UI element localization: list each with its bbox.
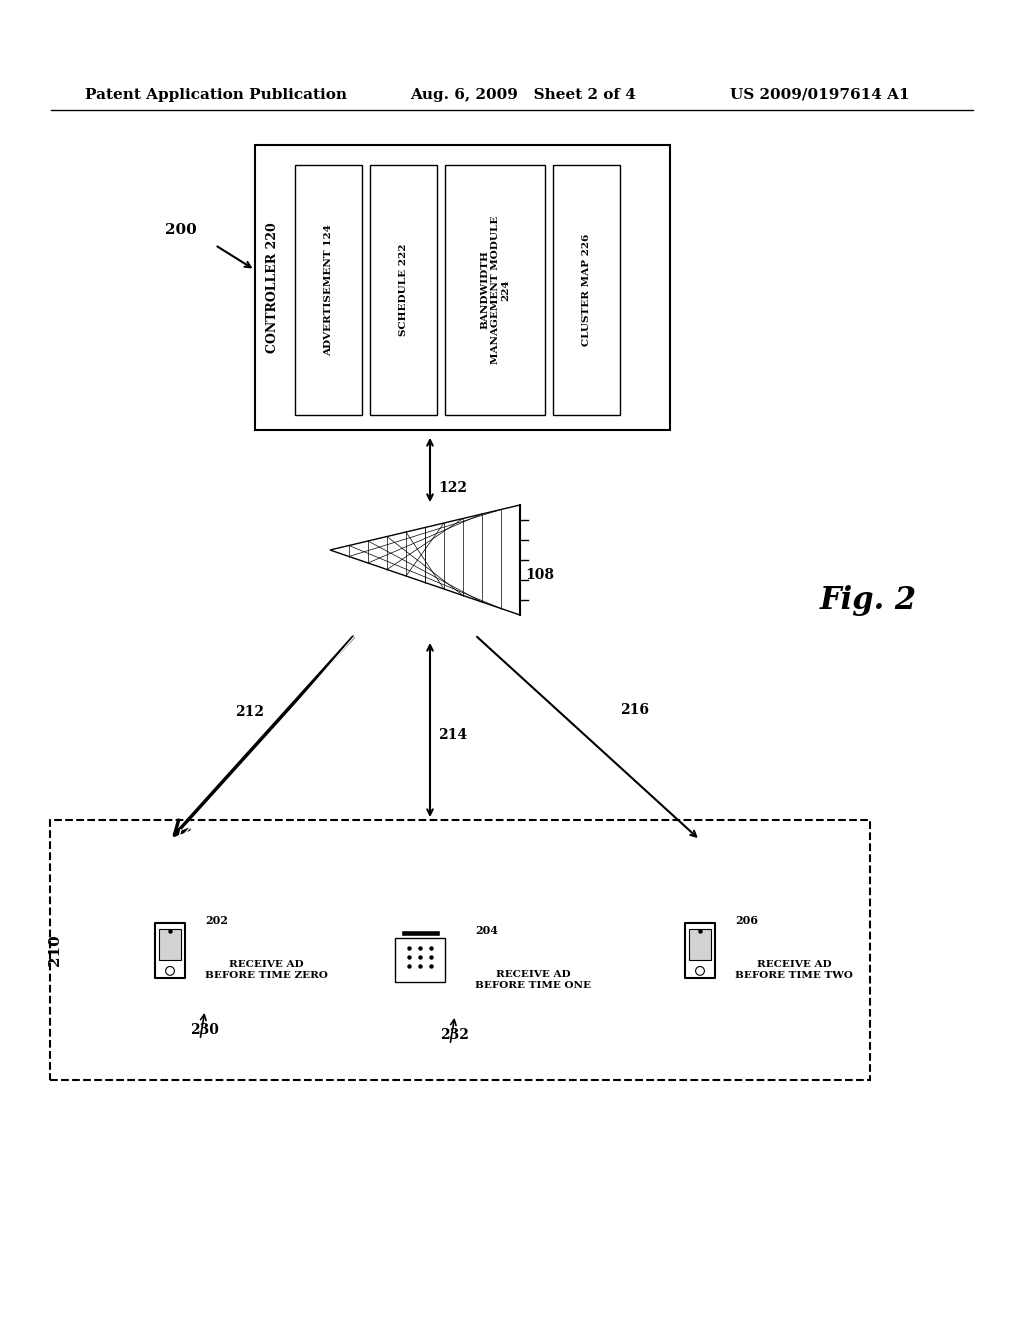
Text: 206: 206: [735, 915, 758, 925]
Bar: [685, 923, 716, 978]
Text: 232: 232: [440, 1028, 469, 1041]
Text: RECEIVE AD
BEFORE TIME ONE: RECEIVE AD BEFORE TIME ONE: [475, 970, 591, 990]
Text: 108: 108: [525, 568, 554, 582]
Text: Aug. 6, 2009   Sheet 2 of 4: Aug. 6, 2009 Sheet 2 of 4: [410, 88, 636, 102]
Text: 202: 202: [205, 915, 228, 925]
Text: ADVERTISEMENT 124: ADVERTISEMENT 124: [324, 224, 333, 356]
Text: 204: 204: [475, 924, 498, 936]
Bar: [159, 929, 181, 960]
Bar: [50, 820, 870, 1080]
Text: RECEIVE AD
BEFORE TIME TWO: RECEIVE AD BEFORE TIME TWO: [735, 961, 853, 979]
Text: 216: 216: [620, 704, 649, 717]
Bar: [689, 929, 711, 960]
Text: 200: 200: [165, 223, 197, 238]
Bar: [155, 923, 185, 978]
Text: CONTROLLER 220: CONTROLLER 220: [266, 222, 280, 352]
Text: 214: 214: [438, 729, 467, 742]
Text: 210: 210: [48, 935, 62, 966]
Text: US 2009/0197614 A1: US 2009/0197614 A1: [730, 88, 909, 102]
Text: RECEIVE AD
BEFORE TIME ZERO: RECEIVE AD BEFORE TIME ZERO: [205, 961, 328, 979]
Text: 230: 230: [190, 1023, 219, 1038]
Text: 122: 122: [438, 480, 467, 495]
Bar: [370, 165, 437, 414]
Text: SCHEDULE 222: SCHEDULE 222: [399, 244, 408, 337]
Text: BANDWIDTH
MANAGEMENT MODULE
224: BANDWIDTH MANAGEMENT MODULE 224: [480, 215, 510, 364]
Text: Fig. 2: Fig. 2: [820, 585, 918, 615]
Text: Patent Application Publication: Patent Application Publication: [85, 88, 347, 102]
Bar: [395, 939, 444, 982]
Text: CLUSTER MAP 226: CLUSTER MAP 226: [582, 234, 591, 346]
Bar: [295, 165, 362, 414]
Text: 212: 212: [234, 705, 264, 719]
Bar: [445, 165, 545, 414]
Bar: [255, 145, 670, 430]
Bar: [553, 165, 620, 414]
